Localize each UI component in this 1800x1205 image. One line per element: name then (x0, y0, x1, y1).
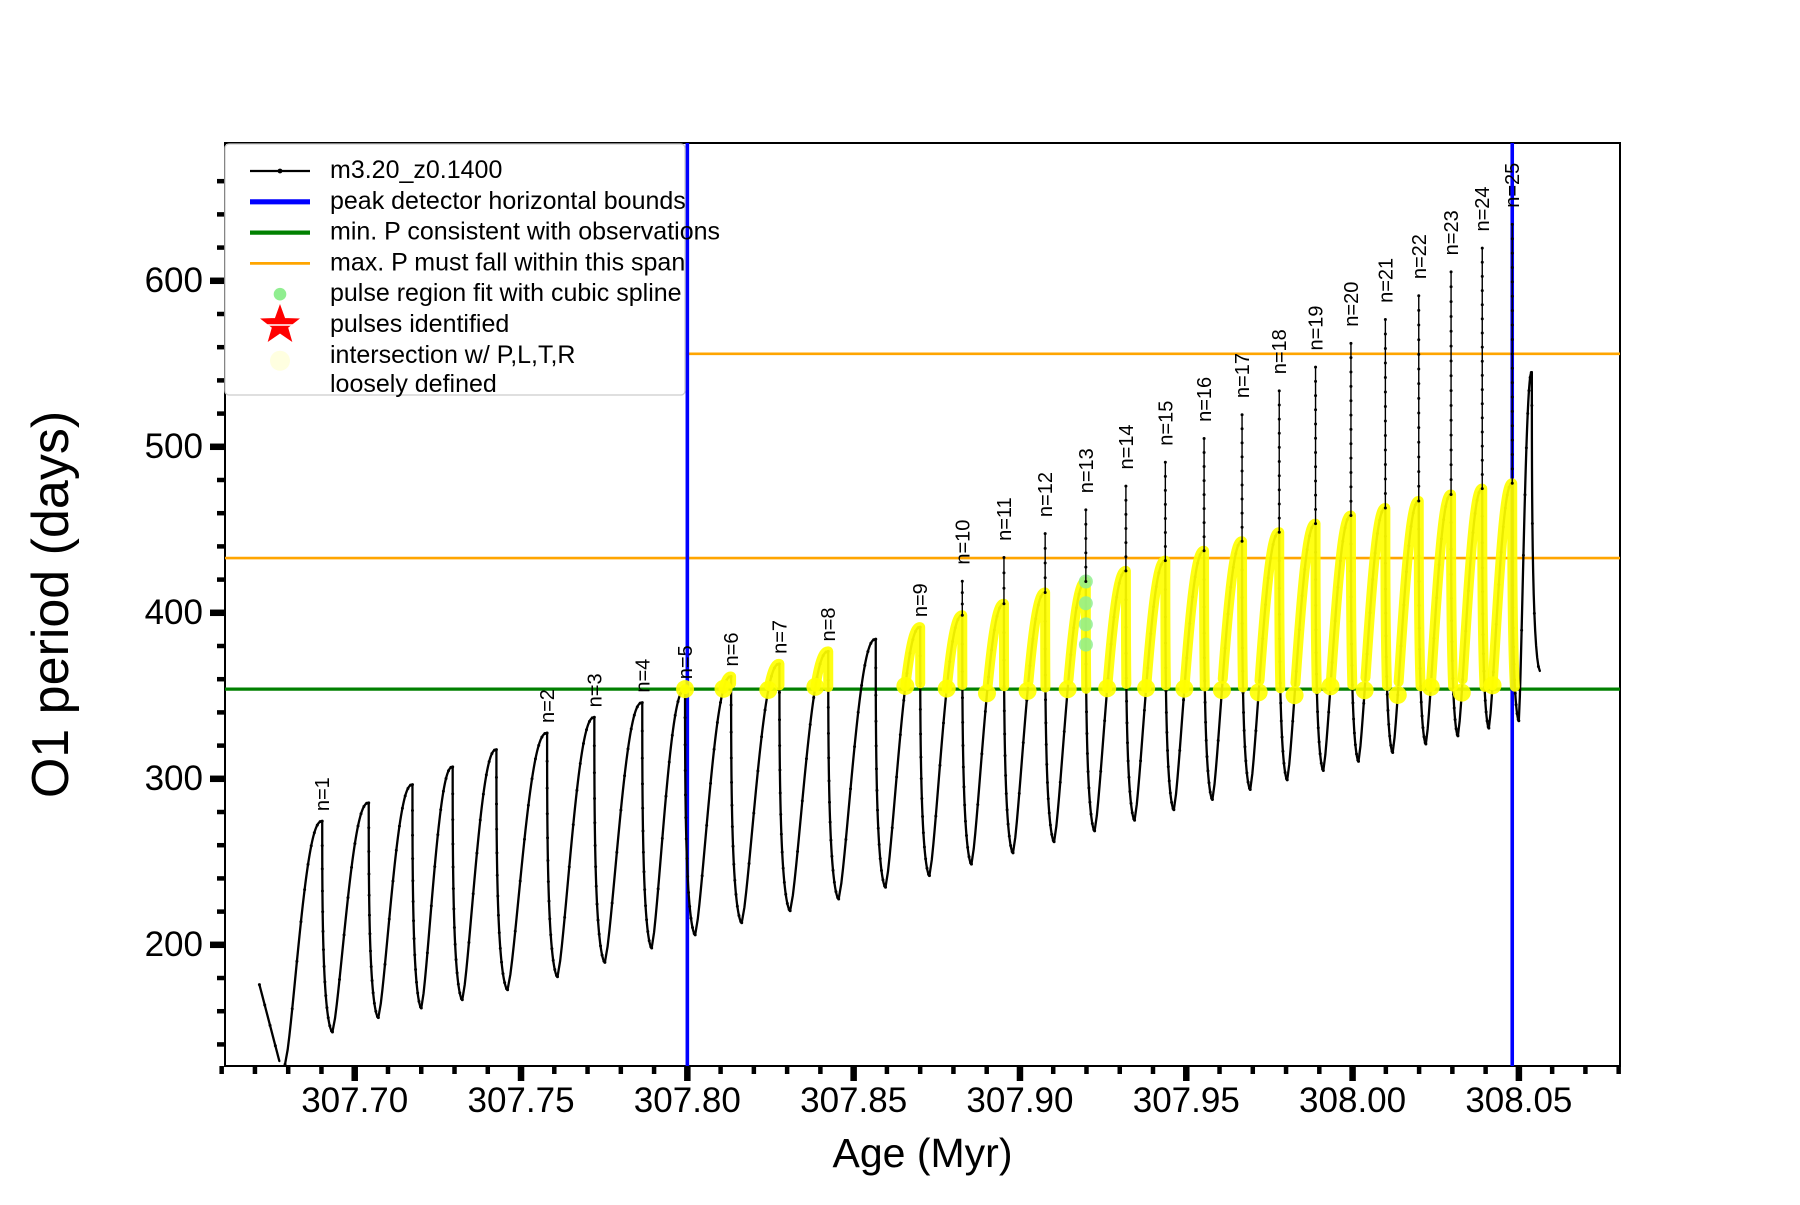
svg-text:n=24: n=24 (1472, 186, 1494, 231)
svg-text:n=12: n=12 (1035, 472, 1057, 517)
svg-text:n=2: n=2 (537, 689, 559, 723)
svg-text:n=9: n=9 (910, 583, 932, 617)
svg-text:n=20: n=20 (1341, 282, 1363, 327)
svg-text:n=8: n=8 (818, 608, 840, 642)
svg-text:n=13: n=13 (1076, 448, 1098, 493)
svg-text:n=7: n=7 (769, 620, 791, 654)
svg-text:300: 300 (145, 759, 203, 798)
svg-text:n=19: n=19 (1306, 305, 1328, 350)
svg-text:307.70: 307.70 (301, 1081, 408, 1120)
svg-text:n=16: n=16 (1194, 377, 1216, 422)
svg-text:307.95: 307.95 (1133, 1081, 1240, 1120)
svg-text:n=25: n=25 (1502, 163, 1524, 208)
svg-text:n=4: n=4 (632, 659, 654, 693)
svg-text:max. P must fall within this s: max. P must fall within this span (330, 248, 685, 276)
svg-text:O1 period (days): O1 period (days) (22, 411, 80, 798)
svg-text:400: 400 (145, 593, 203, 632)
svg-text:n=6: n=6 (721, 633, 743, 667)
svg-text:Age (Myr): Age (Myr) (833, 1130, 1013, 1176)
svg-text:n=5: n=5 (675, 645, 697, 679)
svg-text:n=23: n=23 (1441, 210, 1463, 255)
svg-text:500: 500 (145, 427, 203, 466)
svg-text:600: 600 (145, 261, 203, 300)
svg-text:loosely defined: loosely defined (330, 370, 497, 398)
svg-text:n=15: n=15 (1155, 401, 1177, 446)
svg-text:n=18: n=18 (1269, 329, 1291, 374)
svg-text:307.85: 307.85 (800, 1081, 907, 1120)
svg-text:n=11: n=11 (994, 497, 1016, 541)
svg-text:n=17: n=17 (1232, 353, 1254, 398)
svg-text:200: 200 (145, 925, 203, 964)
svg-text:307.75: 307.75 (467, 1081, 574, 1120)
svg-text:n=21: n=21 (1375, 258, 1397, 303)
svg-text:min. P consistent with observa: min. P consistent with observations (330, 218, 720, 246)
svg-text:n=22: n=22 (1409, 234, 1431, 279)
svg-text:n=10: n=10 (952, 520, 974, 565)
svg-text:n=3: n=3 (584, 673, 606, 707)
svg-text:pulse region fit with cubic sp: pulse region fit with cubic spline (330, 279, 682, 307)
svg-text:n=14: n=14 (1116, 424, 1138, 469)
svg-text:intersection w/ P,L,T,R: intersection w/ P,L,T,R (330, 341, 575, 369)
svg-text:307.80: 307.80 (634, 1081, 741, 1120)
svg-text:308.00: 308.00 (1299, 1081, 1406, 1120)
svg-text:pulses identified: pulses identified (330, 310, 509, 338)
svg-text:308.05: 308.05 (1465, 1081, 1572, 1120)
svg-text:m3.20_z0.1400: m3.20_z0.1400 (330, 156, 502, 184)
svg-text:307.90: 307.90 (966, 1081, 1073, 1120)
svg-text:peak detector horizontal bound: peak detector horizontal bounds (330, 187, 686, 215)
svg-text:n=1: n=1 (312, 777, 334, 811)
